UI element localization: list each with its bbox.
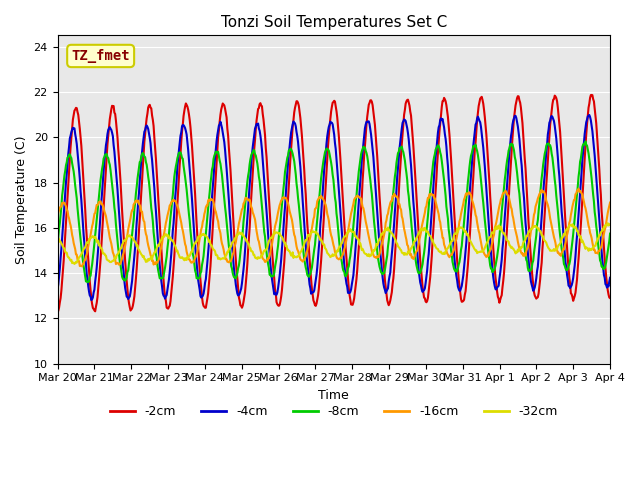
Title: Tonzi Soil Temperatures Set C: Tonzi Soil Temperatures Set C	[221, 15, 447, 30]
-16cm	[63, 208, 71, 214]
-2cm	[418, 275, 426, 280]
-8cm	[582, 139, 589, 144]
-4cm	[606, 275, 614, 281]
-32cm	[70, 261, 78, 267]
-16cm	[402, 233, 410, 239]
-4cm	[177, 130, 185, 135]
X-axis label: Time: Time	[319, 389, 349, 402]
-32cm	[54, 235, 61, 241]
-2cm	[588, 92, 595, 98]
-2cm	[122, 258, 129, 264]
-32cm	[122, 237, 129, 243]
Line: -4cm: -4cm	[58, 115, 610, 300]
-4cm	[418, 287, 426, 292]
-2cm	[92, 309, 99, 314]
Line: -32cm: -32cm	[58, 223, 610, 264]
-16cm	[207, 197, 214, 203]
-32cm	[207, 242, 214, 248]
-32cm	[606, 222, 614, 228]
-16cm	[122, 243, 129, 249]
-8cm	[418, 265, 426, 271]
-2cm	[606, 295, 614, 301]
-8cm	[606, 231, 614, 237]
-32cm	[63, 253, 71, 259]
-32cm	[418, 227, 426, 232]
-8cm	[63, 155, 71, 160]
-4cm	[63, 161, 71, 167]
-4cm	[586, 112, 593, 118]
-4cm	[402, 118, 410, 124]
-2cm	[54, 308, 61, 314]
-8cm	[122, 278, 129, 284]
Y-axis label: Soil Temperature (C): Soil Temperature (C)	[15, 135, 28, 264]
Line: -16cm: -16cm	[58, 189, 610, 266]
-16cm	[177, 220, 185, 226]
-16cm	[418, 224, 426, 229]
-2cm	[63, 195, 71, 201]
Legend: -2cm, -4cm, -8cm, -16cm, -32cm: -2cm, -4cm, -8cm, -16cm, -32cm	[104, 400, 563, 423]
-32cm	[402, 252, 410, 257]
-4cm	[54, 287, 61, 292]
-8cm	[177, 152, 185, 157]
-16cm	[606, 200, 614, 205]
Line: -2cm: -2cm	[58, 95, 610, 312]
-2cm	[177, 139, 185, 144]
-4cm	[88, 297, 95, 303]
-8cm	[402, 165, 410, 170]
-16cm	[54, 213, 61, 219]
-2cm	[402, 101, 410, 107]
Text: TZ_fmet: TZ_fmet	[71, 49, 130, 63]
-2cm	[207, 263, 214, 269]
-4cm	[122, 285, 129, 291]
-32cm	[604, 220, 612, 226]
-8cm	[207, 180, 214, 186]
-32cm	[177, 255, 185, 261]
Line: -8cm: -8cm	[58, 142, 610, 282]
-16cm	[575, 186, 582, 192]
-8cm	[54, 243, 61, 249]
-4cm	[207, 217, 214, 223]
-16cm	[78, 264, 86, 269]
-8cm	[84, 279, 92, 285]
